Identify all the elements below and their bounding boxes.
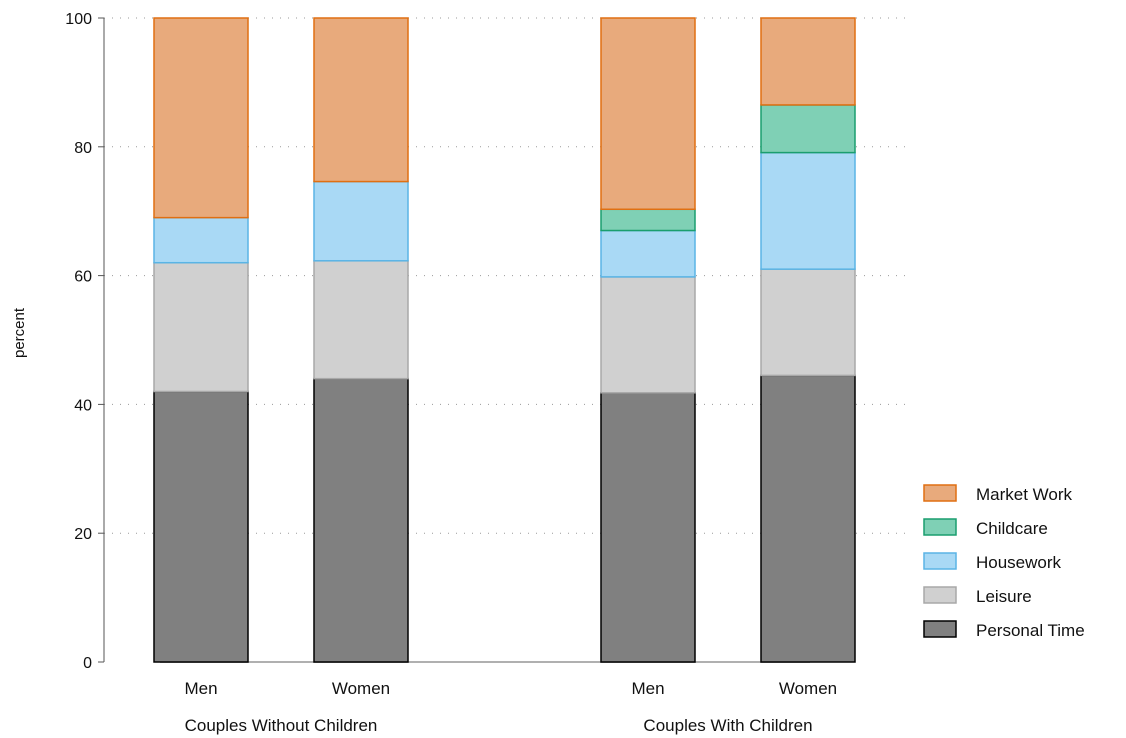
legend-label: Housework	[976, 553, 1062, 572]
bar-segment-market-work	[313, 17, 409, 183]
category-labels: Men Women Men Women Couples Without Children…	[184, 679, 837, 735]
bar-segment-housework	[600, 229, 696, 278]
legend: Market Work Childcare Housework Leisure Pers…	[923, 484, 1085, 640]
x-category-label: Men	[184, 679, 217, 698]
bar-segment-childcare	[760, 104, 856, 154]
y-tick-label: 80	[74, 140, 92, 157]
y-axis: 0 20 40 60 80 100	[65, 11, 105, 672]
bar-segment-market-work	[760, 17, 856, 106]
bar-segment-market-work	[153, 17, 249, 219]
y-tick-label: 60	[74, 269, 92, 286]
legend-swatch	[923, 518, 957, 536]
bar-segment-personal-time	[760, 374, 856, 663]
bar-segment-housework	[153, 216, 249, 264]
bar-segment-childcare	[600, 208, 696, 232]
y-tick-label: 20	[74, 526, 92, 543]
bar-segment-market-work	[600, 17, 696, 211]
bar-segment-personal-time	[313, 377, 409, 663]
y-tick-label: 0	[83, 655, 92, 672]
gridlines	[104, 17, 910, 663]
legend-label: Childcare	[976, 519, 1048, 538]
legend-label: Personal Time	[976, 621, 1085, 640]
bar-segment-leisure	[600, 276, 696, 394]
bar-segment-personal-time	[600, 392, 696, 663]
legend-swatch	[923, 620, 957, 638]
bar-segment-housework	[760, 151, 856, 270]
bar-segment-leisure	[153, 261, 249, 393]
legend-label: Market Work	[976, 485, 1073, 504]
legend-swatch	[923, 586, 957, 604]
legend-swatch	[923, 552, 957, 570]
legend-label: Leisure	[976, 587, 1032, 606]
legend-swatch	[923, 484, 957, 502]
x-category-label: Women	[332, 679, 390, 698]
bar-segment-housework	[313, 180, 409, 262]
y-axis-title: percent	[11, 307, 28, 358]
x-group-label: Couples With Children	[643, 716, 812, 735]
bar-segment-leisure	[313, 260, 409, 380]
y-tick-label: 40	[74, 397, 92, 414]
x-category-label: Women	[779, 679, 837, 698]
y-tick-label: 100	[65, 11, 92, 28]
x-group-label: Couples Without Children	[185, 716, 378, 735]
bar-segment-leisure	[760, 268, 856, 377]
bar-segment-personal-time	[153, 390, 249, 663]
bars	[153, 17, 856, 663]
x-category-label: Men	[631, 679, 664, 698]
